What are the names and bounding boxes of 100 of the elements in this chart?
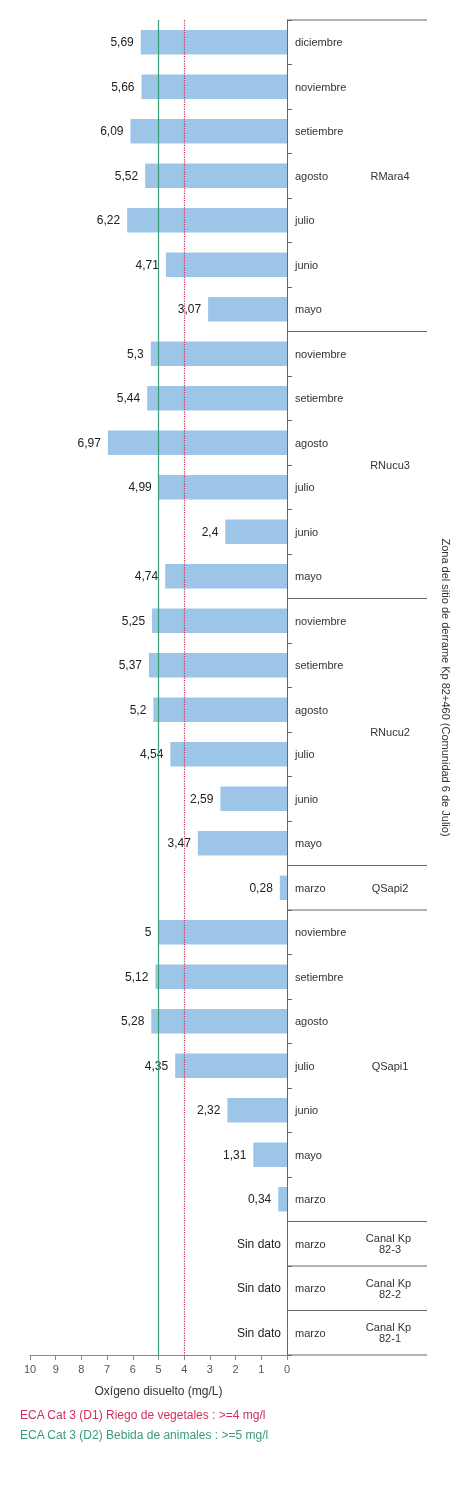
bar: [227, 1098, 287, 1123]
bar: [175, 1053, 287, 1078]
x-tick-label: 10: [23, 1362, 37, 1375]
text: QSapi1: [371, 1059, 409, 1072]
data-label: 4,71: [135, 257, 160, 272]
data-label: 4,99: [128, 480, 153, 495]
data-label: 0,28: [249, 880, 274, 895]
bar: [145, 163, 287, 188]
x-tick-label: 8: [78, 1362, 85, 1375]
text: Canal Kp 82-1: [365, 1321, 415, 1345]
data-label: 5: [144, 925, 152, 940]
bar: [170, 742, 287, 767]
bar: [107, 430, 287, 455]
bar: [151, 1009, 287, 1034]
x-tick-label: 5: [155, 1362, 162, 1375]
data-label: 3,47: [167, 836, 192, 851]
bar: [278, 1187, 287, 1212]
ref-line-label: ECA Cat 3 (D1) Riego de vegetales : >=4 mg/l: [20, 1408, 266, 1422]
data-label: 6,09: [100, 124, 124, 139]
x-tick-label: 3: [206, 1362, 213, 1375]
y-tick-label: agosto: [295, 169, 329, 182]
data-label: 5,28: [120, 1014, 145, 1029]
bar: [158, 920, 287, 945]
y-tick-label: noviembre: [295, 80, 347, 93]
text: RMara4: [370, 169, 410, 182]
data-label: 6,97: [77, 435, 102, 450]
y-tick-label: julio: [294, 481, 315, 494]
text: RNucu2: [370, 726, 410, 738]
y-tick-label: agosto: [295, 436, 329, 449]
bar: [148, 653, 287, 678]
data-label: 5,3: [127, 346, 145, 361]
y-tick-label: marzo: [295, 881, 326, 894]
text: Canal Kp 82-3: [365, 1232, 415, 1256]
y-tick-label: noviembre: [295, 614, 347, 627]
y-tick-label: agosto: [295, 1015, 329, 1028]
text: Sin dato: [236, 1281, 281, 1296]
y-tick-label: setiembre: [295, 392, 344, 405]
bar: [220, 786, 287, 811]
text: Sin dato: [236, 1236, 281, 1251]
data-label: 5,66: [111, 79, 135, 94]
data-label: 5,37: [118, 658, 143, 673]
y-tick-label: setiembre: [295, 125, 344, 138]
bar: [150, 341, 287, 366]
bar: [165, 252, 287, 277]
data-label: 5,25: [121, 613, 146, 628]
y-tick-label: mayo: [295, 837, 322, 850]
data-label: 3,07: [177, 302, 202, 317]
y-tick-label: noviembre: [295, 347, 347, 360]
bar: [155, 964, 287, 989]
bar: [140, 30, 287, 55]
data-label: 1,31: [222, 1147, 247, 1162]
y-tick-label: julio: [294, 748, 315, 761]
data-label: 5,52: [114, 168, 139, 183]
y-tick-label: mayo: [295, 570, 322, 583]
y-tick-label: setiembre: [295, 970, 344, 983]
y-tick-label: diciembre: [295, 36, 343, 49]
text: RNucu3: [370, 459, 410, 471]
data-label: 2,4: [201, 524, 219, 539]
bar: [165, 564, 287, 589]
bar: [147, 386, 287, 411]
x-axis-title: Oxígeno disuelto (mg/L): [94, 1384, 223, 1398]
ref-line-label: ECA Cat 3 (D2) Bebida de animales : >=5 mg/l: [20, 1428, 269, 1442]
text: Zona del sitio de derrame Kp 82+460 (Comunidad 6 de Julio): [440, 538, 452, 837]
y-tick-label: agosto: [295, 703, 329, 716]
text: Sin dato: [236, 1325, 281, 1340]
bar: [130, 119, 287, 144]
y-tick-label: marzo: [295, 1282, 326, 1295]
data-label: 4,74: [134, 569, 159, 584]
text: QSapi2: [371, 881, 409, 894]
text: Canal Kp 82-2: [365, 1276, 415, 1300]
y-tick-label: mayo: [295, 1148, 322, 1161]
bar: [158, 475, 287, 500]
data-label: 5,69: [110, 35, 135, 50]
y-tick-label: mayo: [295, 303, 322, 316]
y-tick-label: marzo: [295, 1193, 326, 1206]
x-tick-label: 6: [129, 1362, 136, 1375]
bar: [127, 208, 287, 233]
bar: [279, 875, 287, 900]
y-tick-label: julio: [294, 1059, 315, 1072]
bar: [153, 697, 287, 722]
data-label: 0,34: [247, 1192, 272, 1207]
y-tick-label: marzo: [295, 1326, 326, 1339]
y-tick-label: julio: [294, 214, 315, 227]
bar: [141, 74, 287, 99]
y-tick-label: marzo: [295, 1237, 326, 1250]
x-tick-label: 1: [258, 1362, 265, 1375]
x-tick-label: 2: [232, 1362, 239, 1375]
bar: [253, 1142, 287, 1167]
x-tick-label: 0: [283, 1362, 291, 1375]
data-label: 5,44: [116, 391, 141, 406]
bar: [225, 519, 287, 544]
bar: [208, 297, 287, 322]
y-tick-label: junio: [294, 525, 319, 538]
y-tick-label: junio: [294, 258, 319, 271]
x-tick-label: 4: [181, 1362, 188, 1375]
y-tick-label: junio: [294, 1104, 319, 1117]
data-label: 5,12: [125, 969, 149, 984]
data-label: 2,32: [197, 1103, 221, 1118]
y-tick-label: noviembre: [295, 926, 347, 939]
bar: [152, 608, 287, 633]
